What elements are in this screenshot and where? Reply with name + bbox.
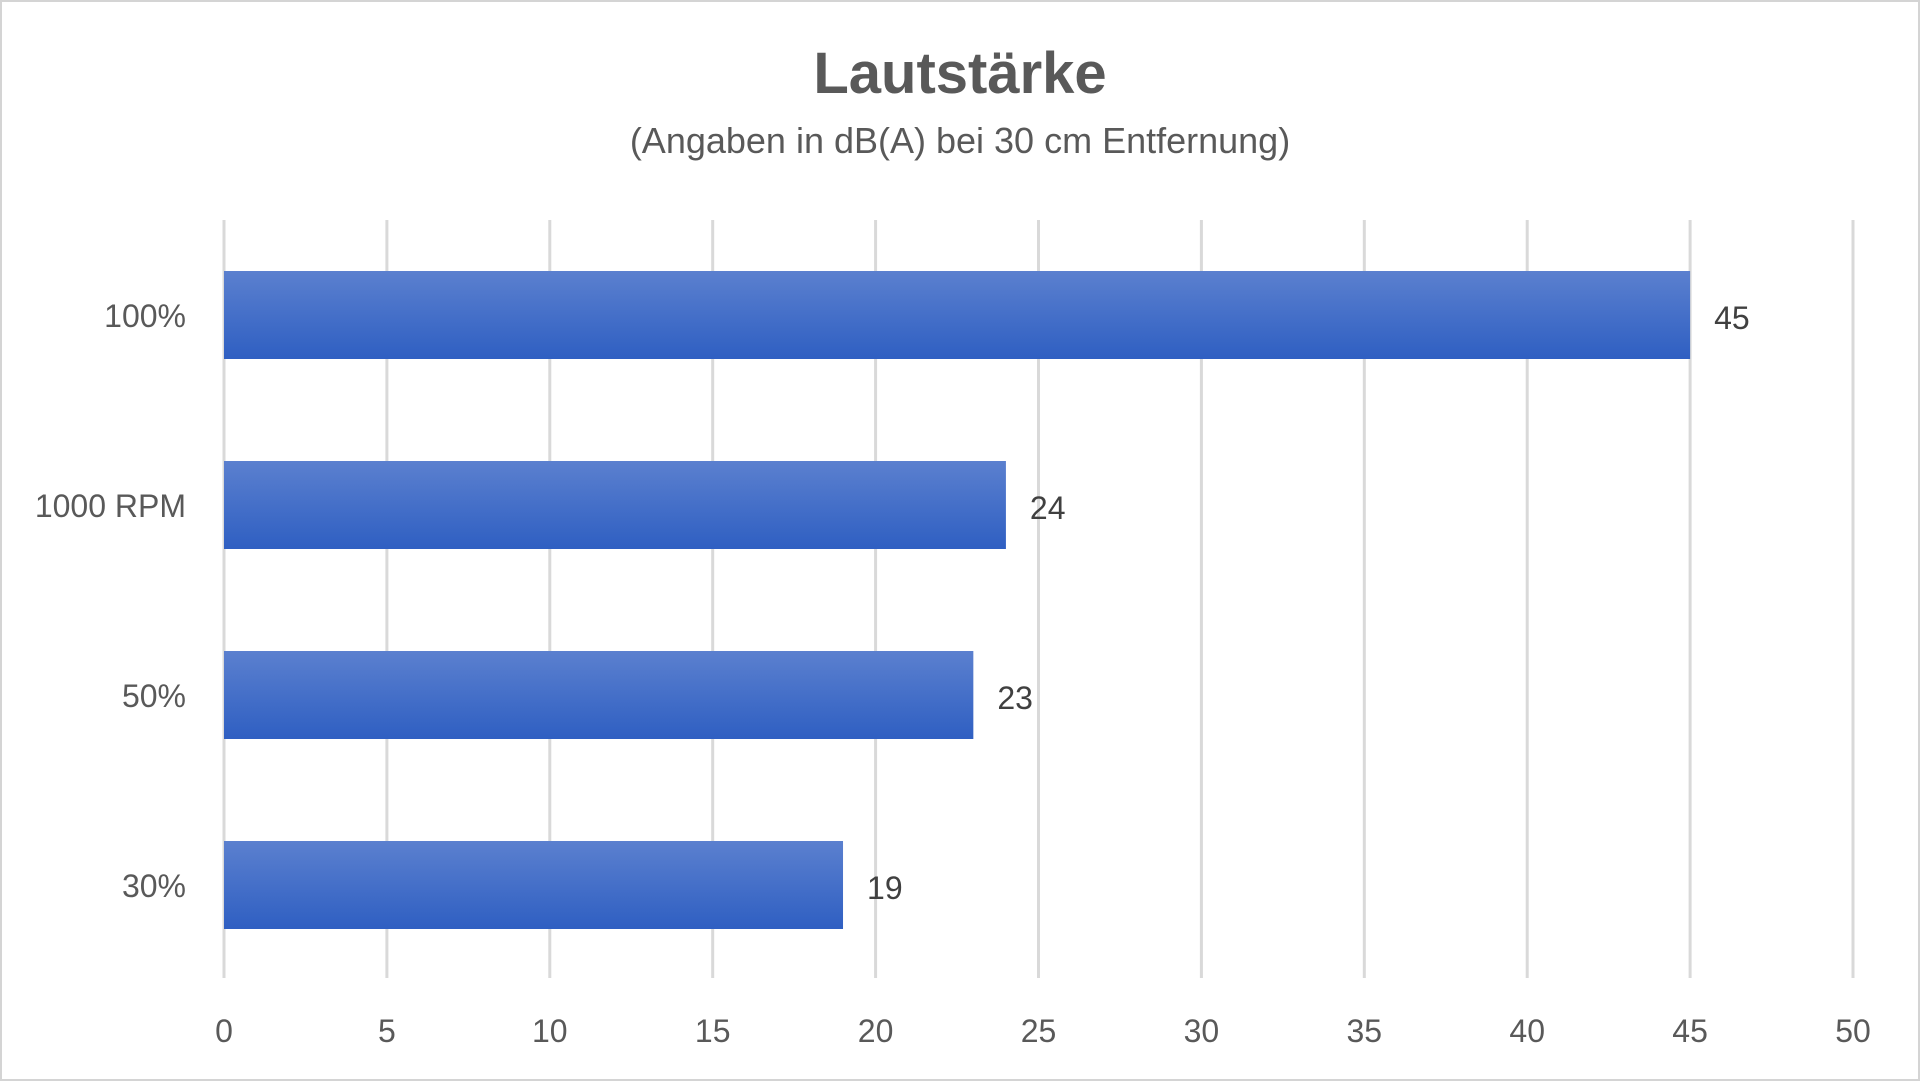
category-label: 50% xyxy=(122,678,186,714)
x-tick-label: 25 xyxy=(1021,1013,1057,1049)
data-label: 19 xyxy=(867,870,903,906)
category-label: 30% xyxy=(122,868,186,904)
bars xyxy=(224,271,1691,929)
x-tick-label: 20 xyxy=(858,1013,894,1049)
bar xyxy=(224,461,1006,549)
chart-title: Lautstärke xyxy=(813,41,1107,106)
x-tick-label: 10 xyxy=(532,1013,568,1049)
data-label: 45 xyxy=(1714,300,1750,336)
category-label: 1000 RPM xyxy=(35,488,186,524)
data-label: 23 xyxy=(997,680,1033,716)
x-tick-label: 5 xyxy=(378,1013,396,1049)
bar xyxy=(224,841,844,929)
x-tick-label: 30 xyxy=(1184,1013,1220,1049)
labels: 0 5 10 15 20 25 30 35 40 45 50 100% 45 1000 RPM 24 50% 2… xyxy=(35,298,1871,1049)
bar xyxy=(224,651,974,739)
chart-subtitle: (Angaben in dB(A) bei 30 cm Entfernung) xyxy=(629,120,1291,161)
x-tick-label: 45 xyxy=(1672,1013,1708,1049)
bar xyxy=(224,271,1691,359)
x-tick-label: 40 xyxy=(1509,1013,1545,1049)
x-tick-label: 15 xyxy=(695,1013,731,1049)
x-tick-label: 35 xyxy=(1347,1013,1383,1049)
x-tick-label: 0 xyxy=(215,1013,233,1049)
x-tick-label: 50 xyxy=(1835,1013,1871,1049)
category-label: 100% xyxy=(104,298,186,334)
data-label: 24 xyxy=(1030,490,1066,526)
